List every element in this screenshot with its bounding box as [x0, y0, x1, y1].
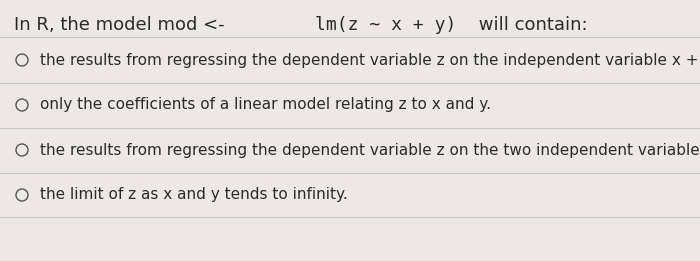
Text: the results from regressing the dependent variable z on the independent variable: the results from regressing the dependen…	[40, 52, 700, 68]
Text: the results from regressing the dependent variable z on the two independent vari: the results from regressing the dependen…	[40, 143, 700, 157]
Text: In R, the model mod <-: In R, the model mod <-	[14, 16, 230, 34]
Text: will contain:: will contain:	[473, 16, 587, 34]
Text: lm(z ∼ x + y): lm(z ∼ x + y)	[315, 16, 456, 34]
Text: the limit of z as x and y tends to infinity.: the limit of z as x and y tends to infin…	[40, 187, 348, 203]
Text: only the coefficients of a linear model relating z to x and y.: only the coefficients of a linear model …	[40, 98, 491, 112]
